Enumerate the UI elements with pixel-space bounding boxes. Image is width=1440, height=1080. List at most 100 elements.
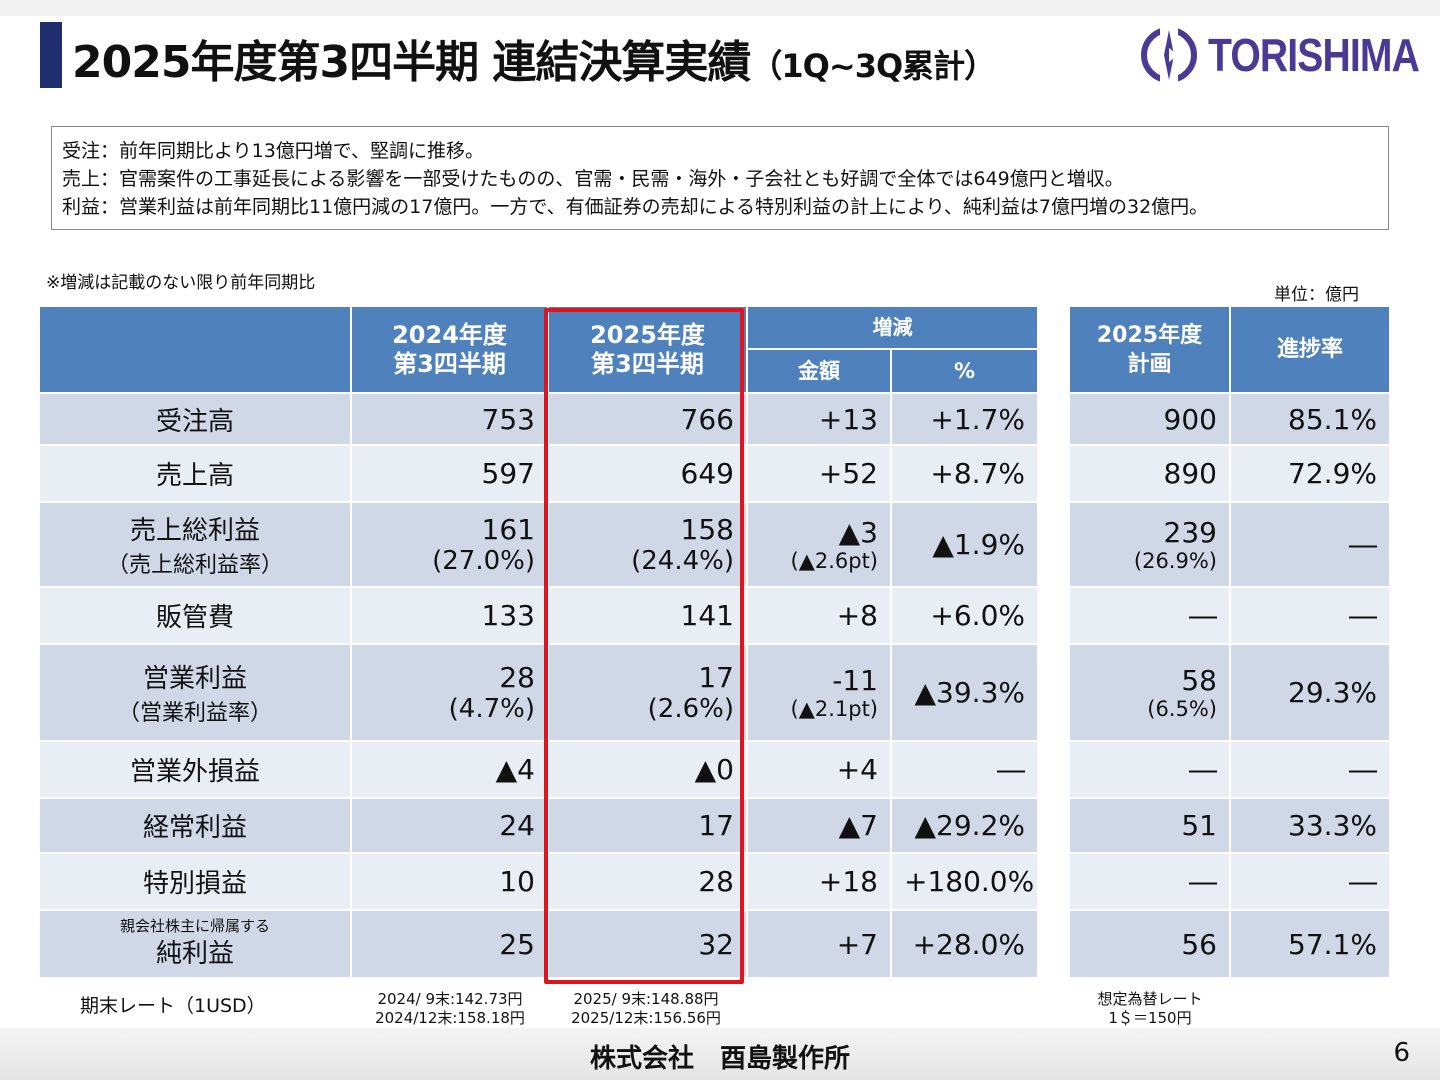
header-change: 増減 — [748, 307, 1037, 348]
value-2025-value: 32 — [698, 927, 734, 961]
value-2024-value: 753 — [481, 402, 535, 436]
rate-2024: 2024/ 9末:142.73円 2024/12末:158.18円 — [360, 990, 540, 1028]
rate-plan-label: 想定為替レート — [1097, 990, 1203, 1008]
table-row: 販管費 133 141 +8 +6.0% — [40, 588, 1037, 643]
change-pct: +28.0% — [892, 911, 1037, 977]
compass-logo-icon — [1141, 26, 1197, 84]
progress-rate-value: ― — [1349, 865, 1377, 898]
table-row: 受注高 753 766 +13 +1.7% — [40, 394, 1037, 444]
header-amount: 金額 — [748, 350, 890, 392]
row-label: 売上高 — [40, 446, 350, 501]
plan-value-sub: (26.9%) — [1133, 549, 1217, 573]
plan-row: 890 72.9% — [1070, 446, 1389, 501]
rate-2024-dec: 2024/12末:158.18円 — [375, 1009, 525, 1027]
plan-value-value: ― — [1189, 865, 1217, 898]
value-2024-value: ▲4 — [495, 753, 535, 786]
row-label: 販管費 — [40, 588, 350, 643]
unit-label: 単位：億円 — [1274, 285, 1359, 305]
change-amount-value: +8 — [836, 599, 878, 632]
change-pct-value: ― — [997, 753, 1025, 786]
plan-value: ― — [1070, 588, 1229, 643]
table-row: 特別損益 10 28 +18 +180.0% — [40, 854, 1037, 909]
company-name: 株式会社 酉島製作所 — [589, 1044, 850, 1074]
progress-rate-value: ― — [1349, 753, 1377, 786]
value-2024-value: 10 — [499, 865, 535, 898]
row-label-sub: （営業利益率） — [117, 701, 272, 726]
plan-value: 900 — [1070, 394, 1229, 444]
plan-value: ― — [1070, 742, 1229, 797]
value-2025: 649 — [549, 446, 746, 501]
value-2025-sub: (24.4%) — [631, 546, 734, 576]
change-amount-sub: (▲2.1pt) — [790, 697, 879, 721]
row-label: 親会社株主に帰属する 純利益 — [40, 911, 350, 977]
row-label-sub: （売上総利益率） — [106, 553, 283, 578]
plan-row: ― ― — [1070, 854, 1389, 909]
plan-row: 58 (6.5%) 29.3% — [1070, 645, 1389, 740]
plan-value: ― — [1070, 854, 1229, 909]
row-label-text: 売上高 — [155, 461, 234, 491]
value-2025-value: 17 — [698, 809, 734, 842]
value-2024-sub: (4.7%) — [448, 694, 535, 724]
change-pct-value: +6.0% — [930, 599, 1025, 632]
progress-rate-value: ― — [1349, 528, 1377, 561]
plan-row: 56 57.1% — [1070, 911, 1389, 977]
header-2025: 2025年度 第3四半期 — [549, 307, 746, 392]
value-2024: 161 (27.0%) — [352, 503, 547, 586]
comparison-note: ※増減は記載のない限り前年同期比 — [46, 273, 316, 293]
value-2024-value: 597 — [481, 457, 535, 490]
value-2024-value: 25 — [499, 927, 535, 961]
value-2024: ▲4 — [352, 742, 547, 797]
title-suffix: （1Q~3Q累計） — [750, 47, 996, 85]
plan-value: 58 (6.5%) — [1070, 645, 1229, 740]
plan-row: 900 85.1% — [1070, 394, 1389, 444]
plan-row: 51 33.3% — [1070, 799, 1389, 852]
plan-value-value: 56 — [1181, 927, 1217, 961]
value-2024: 597 — [352, 446, 547, 501]
change-amount-value: +4 — [836, 753, 878, 786]
plan-table: 2025年度 計画 進捗率 900 85.1% 890 72.9% 239 (26.9%) ―… — [1068, 305, 1391, 979]
rate-2025-sep: 2025/ 9末:148.88円 — [573, 990, 719, 1008]
header-2024: 2024年度 第3四半期 — [352, 307, 547, 392]
change-amount: +7 — [748, 911, 890, 977]
value-2024-sub: (27.0%) — [432, 546, 535, 576]
progress-rate-value: 57.1% — [1288, 927, 1377, 961]
title-accent-bar — [40, 22, 62, 88]
value-2025: 766 — [549, 394, 746, 444]
change-pct-value: ▲29.2% — [914, 809, 1025, 842]
plan-value: 239 (26.9%) — [1070, 503, 1229, 586]
rate-2025-dec: 2025/12末:156.56円 — [571, 1009, 721, 1027]
progress-rate: 29.3% — [1231, 645, 1389, 740]
change-pct: ▲1.9% — [892, 503, 1037, 586]
plan-row: ― ― — [1070, 588, 1389, 643]
plan-value-value: 900 — [1163, 402, 1217, 436]
change-amount-value: +13 — [818, 402, 878, 436]
value-2025-value: 141 — [680, 599, 734, 632]
value-2025: 17 — [549, 799, 746, 852]
value-2025: 17 (2.6%) — [549, 645, 746, 740]
logo-text: TORISHIMA — [1208, 29, 1420, 81]
progress-rate: ― — [1231, 742, 1389, 797]
table-row: 営業利益 （営業利益率） 28 (4.7%) 17 (2.6%) -11 (▲2.1pt) ▲3… — [40, 645, 1037, 740]
progress-rate: ― — [1231, 588, 1389, 643]
change-amount: +13 — [748, 394, 890, 444]
row-label: 営業利益 （営業利益率） — [40, 645, 350, 740]
value-2024-value: 28 — [499, 661, 535, 694]
change-pct: +180.0% — [892, 854, 1037, 909]
plan-value: 56 — [1070, 911, 1229, 977]
change-pct: ― — [892, 742, 1037, 797]
change-pct: ▲29.2% — [892, 799, 1037, 852]
change-pct-value: +28.0% — [912, 927, 1025, 961]
row-label-text: 特別損益 — [142, 869, 247, 899]
change-pct-value: +8.7% — [930, 457, 1025, 490]
footer: 株式会社 酉島製作所 6 — [0, 1028, 1440, 1080]
plan-row: ― ― — [1070, 742, 1389, 797]
row-label-text: 営業外損益 — [129, 757, 260, 787]
change-amount-sub: (▲2.6pt) — [790, 549, 879, 573]
progress-rate-value: 72.9% — [1288, 457, 1377, 490]
row-label: 特別損益 — [40, 854, 350, 909]
row-label-text: 営業利益 — [142, 664, 247, 694]
change-amount: +8 — [748, 588, 890, 643]
table-row: 売上高 597 649 +52 +8.7% — [40, 446, 1037, 501]
change-amount: -11 (▲2.1pt) — [748, 645, 890, 740]
row-label-text: 純利益 — [155, 938, 234, 969]
